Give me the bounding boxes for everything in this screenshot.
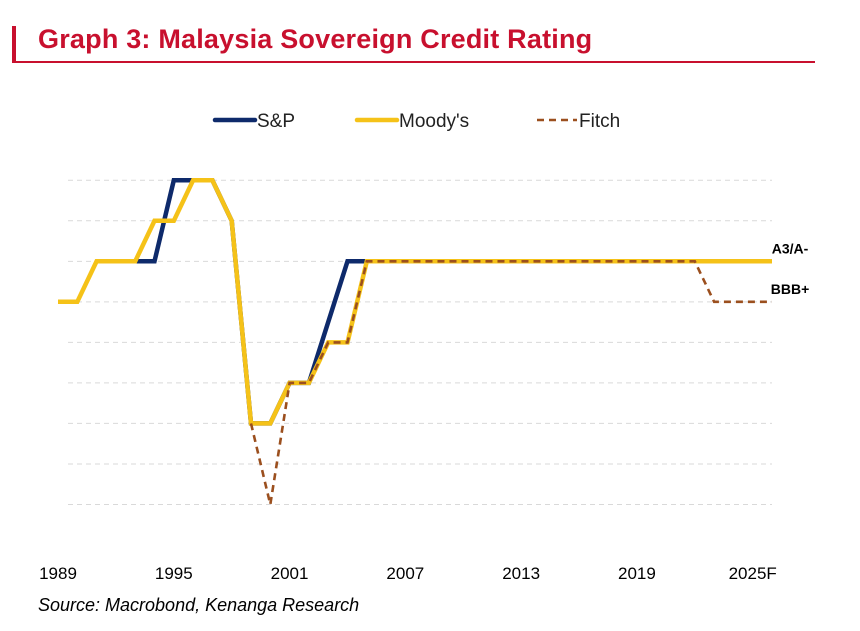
title-accent-bar — [12, 26, 16, 62]
title-underline — [12, 61, 815, 63]
annotation-label: BBB+ — [771, 281, 810, 297]
x-tick-label: 2001 — [271, 564, 309, 583]
page-title: Graph 3: Malaysia Sovereign Credit Ratin… — [38, 24, 593, 54]
x-tick-label: 2013 — [502, 564, 540, 583]
series-line-fitch — [249, 260, 772, 505]
legend-label: Moody's — [399, 111, 469, 132]
x-tick-label: 2025F — [729, 564, 777, 583]
x-tick-label: 2019 — [618, 564, 656, 583]
x-tick-label: 1989 — [39, 564, 77, 583]
x-tick-label: 2007 — [386, 564, 424, 583]
legend-label: S&P — [257, 111, 295, 132]
legend-label: Fitch — [579, 111, 620, 132]
annotation-label: A3/A- — [772, 240, 809, 256]
source-note: Source: Macrobond, Kenanga Research — [38, 595, 360, 615]
chart-gridlines — [68, 179, 772, 505]
chart-annotations: A3/A- BBB+ — [771, 240, 810, 297]
x-tick-label: 1995 — [155, 564, 193, 583]
chart-legend: S&P Moody's Fitch — [212, 111, 620, 132]
x-axis-tick-labels: 1989 1995 2001 2007 2013 2019 2025F — [39, 564, 777, 583]
chart-series-lines — [58, 178, 772, 505]
